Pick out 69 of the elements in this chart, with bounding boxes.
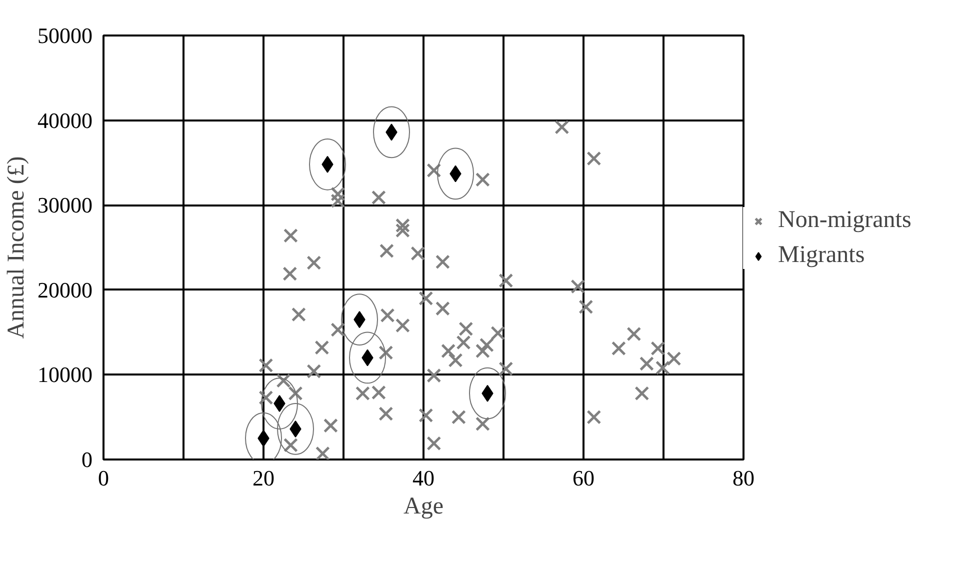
point — [498, 273, 514, 288]
point — [418, 291, 434, 306]
point — [639, 356, 654, 371]
point — [456, 335, 471, 350]
point — [282, 266, 298, 282]
point — [288, 386, 303, 401]
point — [475, 344, 490, 358]
point — [570, 279, 586, 294]
point — [435, 254, 450, 270]
y-tick-label: 40000 — [38, 108, 92, 133]
point — [666, 351, 682, 366]
point — [378, 406, 394, 421]
point — [426, 436, 442, 451]
point — [634, 386, 650, 401]
point — [554, 120, 570, 134]
y-tick-label: 30000 — [38, 192, 92, 218]
x-tick-label: 0 — [98, 466, 109, 490]
point — [378, 345, 394, 360]
y-axis-title: Annual Income (£) — [4, 156, 30, 339]
point — [395, 218, 410, 233]
x-tick-label: 40 — [412, 466, 434, 490]
point — [315, 446, 330, 460]
point — [441, 344, 456, 358]
point — [410, 246, 426, 261]
x-tick-label: 20 — [252, 466, 274, 490]
point — [258, 390, 274, 405]
point — [586, 410, 602, 424]
point — [323, 418, 338, 433]
point — [626, 326, 642, 342]
point — [283, 438, 298, 452]
y-tick-label: 20000 — [38, 277, 92, 302]
point — [498, 362, 514, 376]
point — [475, 172, 490, 187]
point — [395, 318, 410, 333]
y-tick-label: 10000 — [38, 362, 92, 388]
point — [330, 194, 346, 208]
legend-label: Migrants — [778, 242, 865, 269]
point — [655, 360, 670, 376]
point — [314, 340, 330, 355]
point — [283, 228, 298, 243]
point — [330, 322, 346, 338]
point — [426, 368, 442, 383]
point — [291, 307, 306, 322]
point — [479, 338, 494, 352]
point — [276, 373, 291, 388]
point — [448, 353, 463, 368]
point — [379, 244, 394, 258]
point — [578, 300, 594, 314]
point — [306, 256, 322, 270]
x-axis-title: Age — [404, 494, 444, 520]
point — [330, 186, 346, 202]
y-tick-label: 50000 — [38, 23, 92, 48]
point — [395, 223, 410, 238]
point — [306, 364, 322, 379]
point — [451, 410, 466, 424]
point — [258, 358, 274, 373]
point — [490, 326, 506, 340]
point — [435, 301, 450, 316]
point — [611, 341, 626, 356]
y-tick-label: 0 — [82, 447, 92, 472]
x-tick-label: 60 — [572, 466, 594, 490]
point — [371, 190, 386, 205]
point — [380, 308, 395, 323]
legend-label: Non-migrants — [778, 207, 912, 234]
point — [458, 322, 474, 336]
point — [586, 151, 602, 166]
point — [418, 408, 434, 423]
x-tick-label: 80 — [732, 466, 754, 490]
point — [650, 341, 666, 356]
